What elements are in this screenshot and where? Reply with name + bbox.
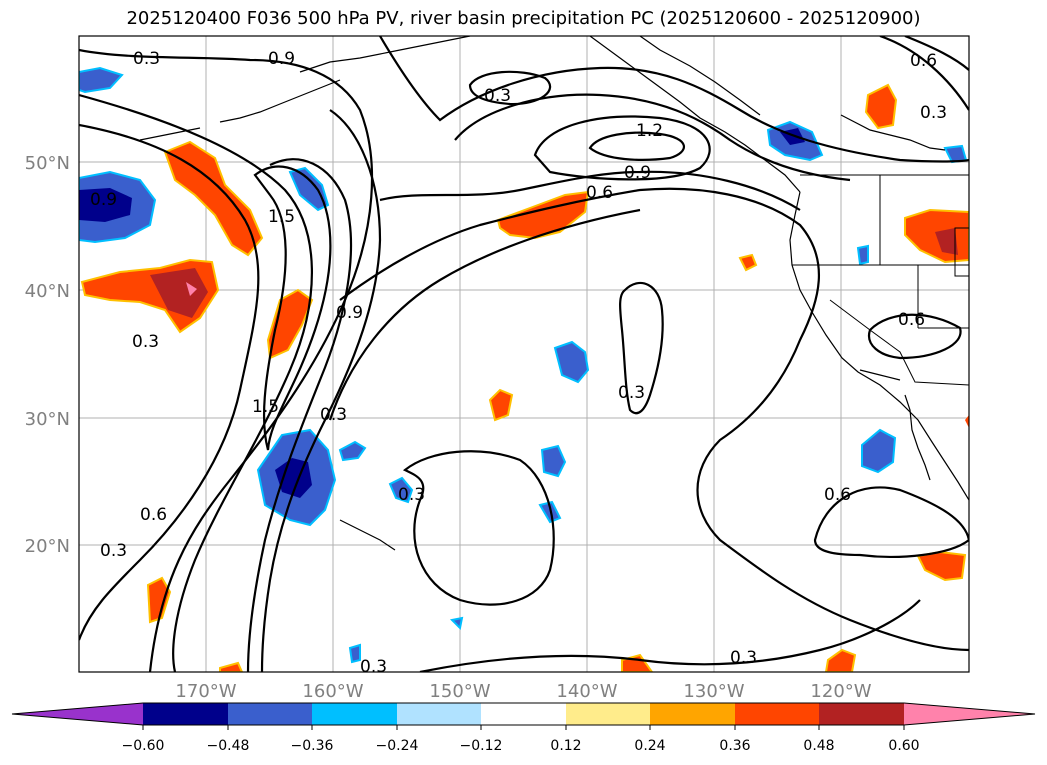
lon-label: 130°W — [683, 681, 744, 702]
colorbar-tick-label: −0.60 — [122, 738, 165, 754]
contour-label: 1.5 — [268, 207, 295, 227]
colorbar-tick-label: 0.48 — [803, 738, 834, 754]
colorbar-tick-label: −0.12 — [460, 738, 503, 754]
map-frame — [78, 35, 970, 673]
precip-negative-patch — [861, 428, 897, 474]
gridlines — [79, 36, 969, 672]
contour-label: 0.3 — [133, 49, 160, 69]
colorbar-extend-low — [12, 703, 143, 725]
lat-label: 40°N — [25, 281, 70, 302]
pv-contours — [79, 36, 969, 672]
contour-label: 0.9 — [336, 303, 363, 323]
page-title: 2025120400 F036 500 hPa PV, river basin … — [126, 8, 921, 29]
precip-positive-patch — [146, 576, 172, 624]
lon-axis-labels: 170°W 160°W 150°W 140°W 130°W 120°W — [175, 681, 871, 702]
lon-label: 150°W — [429, 681, 490, 702]
contour-label: 0.3 — [730, 648, 757, 668]
precip-negative-patch — [79, 66, 124, 94]
lat-axis-labels: 50°N 40°N 30°N 20°N — [25, 153, 70, 557]
colorbar-tick-label: −0.36 — [291, 738, 334, 754]
lat-label: 30°N — [25, 409, 70, 430]
colorbar-tick-label: −0.24 — [376, 738, 419, 754]
colorbar-ticks — [142, 725, 905, 730]
precip-positive-patch — [150, 268, 208, 318]
contour-label: 1.2 — [636, 121, 663, 141]
colorbar-extend-high — [904, 703, 1035, 725]
precip-positive-patch — [488, 388, 514, 422]
precip-positive-patch — [864, 83, 898, 130]
colorbar-bin — [735, 703, 819, 725]
contour-label: 0.3 — [398, 485, 425, 505]
colorbar-bin — [228, 703, 312, 725]
contour-label: 0.9 — [90, 190, 117, 210]
precip-negative-patch — [388, 476, 414, 504]
precip-negative-patch — [79, 188, 132, 222]
colorbar-bin — [566, 703, 650, 725]
contour-label: 0.3 — [100, 541, 127, 561]
precip-positive-patch — [219, 661, 244, 672]
colorbar-bin — [481, 703, 566, 725]
precip-positive-patch — [935, 228, 958, 255]
contour-label: 0.9 — [268, 49, 295, 69]
lon-label: 140°W — [556, 681, 617, 702]
lat-label: 50°N — [25, 153, 70, 174]
precip-negative-patch — [540, 444, 567, 478]
contour-label: 0.3 — [360, 657, 387, 677]
precip-positive-patch — [738, 253, 758, 272]
precip-negative-patch — [856, 244, 869, 266]
colorbar-bin — [819, 703, 904, 725]
lon-label: 120°W — [810, 681, 871, 702]
precip-negative-patch — [449, 616, 464, 631]
colorbar-tick-label: 0.24 — [634, 738, 665, 754]
precip-negative-patch — [348, 643, 361, 664]
contour-labels: 0.3 0.9 0.3 1.2 0.9 0.6 1.5 0.9 0.3 1.5 … — [90, 49, 947, 677]
contour-label: 0.6 — [140, 505, 167, 525]
colorbar-tick-label: 0.12 — [550, 738, 581, 754]
precip-positive-patch — [186, 282, 197, 296]
contour-label: 0.6 — [898, 310, 925, 330]
precip-negative-patch — [553, 340, 590, 384]
precip-positive-patch — [824, 648, 857, 672]
contour-label: 0.6 — [910, 51, 937, 71]
contour-label: 0.9 — [624, 163, 651, 183]
contour-label: 0.3 — [132, 332, 159, 352]
colorbar-tick-label: 0.36 — [719, 738, 750, 754]
contour-label: 0.6 — [586, 183, 613, 203]
colorbar-bin — [397, 703, 481, 725]
precip-positive-patch — [965, 415, 969, 428]
borders — [792, 174, 969, 386]
lon-label: 170°W — [175, 681, 236, 702]
map-panel — [79, 36, 969, 672]
precip-shading — [79, 66, 969, 672]
lat-label: 20°N — [25, 536, 70, 557]
contour-label: 1.5 — [252, 397, 279, 417]
colorbar-tick-label: −0.48 — [207, 738, 250, 754]
precip-negative-patch — [338, 440, 367, 462]
colorbar-tick-label: 0.60 — [888, 738, 919, 754]
colorbar: −0.60 −0.48 −0.36 −0.24 −0.12 0.12 0.24 … — [11, 702, 1036, 754]
contour-label: 0.3 — [920, 103, 947, 123]
contour-label: 0.6 — [824, 485, 851, 505]
precip-negative-patch — [288, 166, 330, 212]
colorbar-bin — [312, 703, 397, 725]
contour-label: 0.3 — [484, 86, 511, 106]
contour-label: 0.3 — [320, 405, 347, 425]
lon-label: 160°W — [302, 681, 363, 702]
contour-label: 0.3 — [618, 383, 645, 403]
colorbar-bin — [143, 703, 228, 725]
colorbar-bin — [650, 703, 735, 725]
